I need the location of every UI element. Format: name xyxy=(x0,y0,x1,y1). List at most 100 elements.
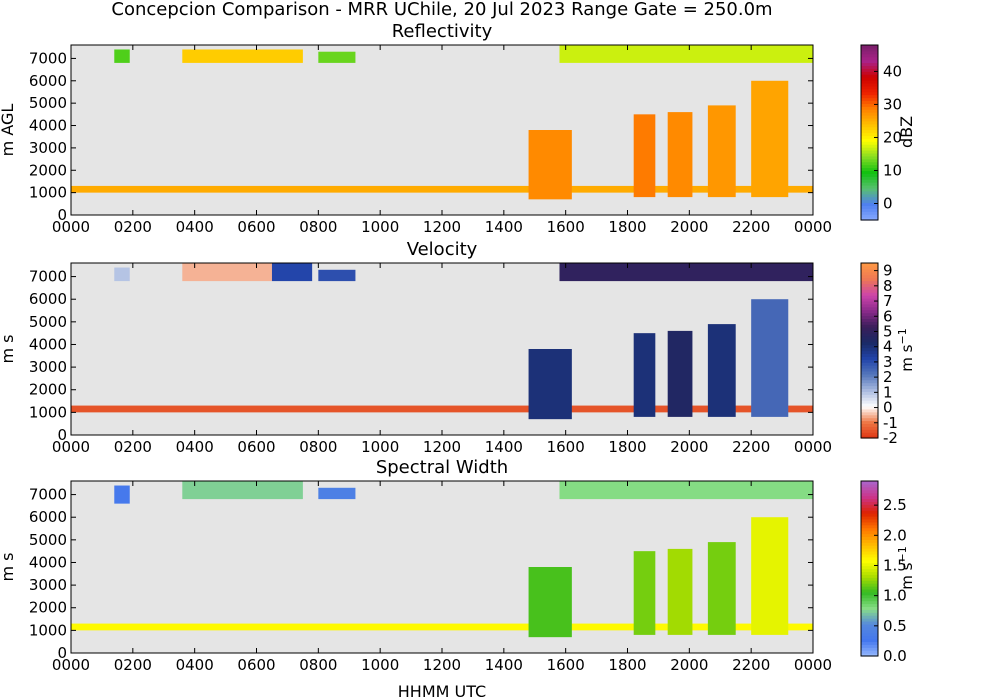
colorbar-tick-label: 0 xyxy=(883,194,893,212)
x-tick-label: 0000 xyxy=(52,656,90,674)
colorbar-tick-label: 20 xyxy=(883,128,902,146)
colorbar-segment xyxy=(861,489,878,494)
colorbar-segment xyxy=(861,62,878,67)
colorbar-segment xyxy=(861,335,878,340)
colorbar-tick-label: 1.5 xyxy=(883,556,907,574)
colorbar-tick-label: 3 xyxy=(883,353,893,371)
y-tick-label: 0 xyxy=(57,206,67,224)
colorbar-segment xyxy=(861,85,878,90)
colorbar-segment xyxy=(861,533,878,538)
colorbar-segment xyxy=(861,588,878,593)
colorbar-tick-label: 2.0 xyxy=(883,526,907,544)
colorbar-tick-label: 4 xyxy=(883,338,893,356)
colorbar-tick-label: 0 xyxy=(883,399,893,417)
colorbar-segment xyxy=(861,341,878,346)
x-tick-label: 0000 xyxy=(52,438,90,456)
echo-region xyxy=(528,567,572,638)
colorbar-segment xyxy=(861,373,878,378)
x-tick-label: 1600 xyxy=(547,656,585,674)
colorbar-segment xyxy=(861,277,878,282)
colorbar-segment xyxy=(861,435,878,439)
echo-region xyxy=(707,324,736,417)
y-tick-label: 1000 xyxy=(29,184,67,202)
colorbar-segment xyxy=(861,59,878,64)
x-tick-label: 0800 xyxy=(299,218,337,236)
x-tick-label: 2200 xyxy=(732,656,770,674)
echo-region xyxy=(114,49,130,63)
echo-region xyxy=(71,405,813,413)
echo-region xyxy=(528,349,572,420)
colorbar-segment xyxy=(861,129,878,134)
echo-region xyxy=(318,487,356,500)
colorbar-segment xyxy=(861,551,878,555)
colorbar-segment xyxy=(861,432,878,436)
colorbar-segment xyxy=(861,176,878,180)
colorbar-segment xyxy=(861,382,878,387)
colorbar-segment xyxy=(861,408,878,413)
x-tick-label: 0000 xyxy=(794,218,832,236)
y-tick-label: 5000 xyxy=(29,531,67,549)
colorbar-segment xyxy=(861,600,878,605)
colorbar-segment xyxy=(861,321,878,325)
colorbar-segment xyxy=(861,47,878,52)
colorbar-segment xyxy=(861,626,878,631)
colorbar-segment xyxy=(861,609,878,613)
colorbar-segment xyxy=(861,583,878,587)
colorbar-segment xyxy=(861,612,878,616)
colorbar-segment xyxy=(861,574,878,578)
colorbar-segment xyxy=(861,150,878,154)
colorbar-segment xyxy=(861,417,878,422)
x-tick-label: 1400 xyxy=(485,438,523,456)
colorbar-segment xyxy=(861,594,878,599)
x-tick-label: 1000 xyxy=(361,438,399,456)
colorbar-segment xyxy=(861,144,878,148)
echo-region xyxy=(318,269,356,282)
colorbar-segment xyxy=(861,53,878,58)
colorbar-segment xyxy=(861,492,878,497)
colorbar-segment xyxy=(861,56,878,61)
echo-region xyxy=(633,114,656,198)
x-tick-label: 2000 xyxy=(670,438,708,456)
colorbar-segment xyxy=(861,158,878,163)
colorbar-segment xyxy=(861,170,878,174)
colorbar-segment xyxy=(861,315,878,320)
x-tick-label: 0800 xyxy=(299,656,337,674)
colorbar-segment xyxy=(861,638,878,643)
colorbar-tick-label: 2.5 xyxy=(883,496,907,514)
x-tick-label: 0600 xyxy=(237,656,275,674)
colorbar-segment xyxy=(861,650,878,654)
colorbar-segment xyxy=(861,309,878,314)
x-tick-label: 1800 xyxy=(608,656,646,674)
colorbar-segment xyxy=(861,152,878,157)
x-tick-label: 1600 xyxy=(547,438,585,456)
echo-region xyxy=(751,299,789,417)
colorbar-segment xyxy=(861,618,878,622)
y-tick-label: 0 xyxy=(57,644,67,662)
colorbar-tick-label: 10 xyxy=(883,161,902,179)
colorbar-segment xyxy=(861,394,878,398)
colorbar-segment xyxy=(861,641,878,645)
x-tick-label: 2200 xyxy=(732,218,770,236)
y-tick-label: 6000 xyxy=(29,290,67,308)
x-tick-label: 1200 xyxy=(423,218,461,236)
echo-region xyxy=(318,51,356,63)
colorbar-segment xyxy=(861,268,878,273)
colorbar-segment xyxy=(861,74,878,78)
x-tick-label: 0200 xyxy=(114,438,152,456)
colorbar-segment xyxy=(861,106,878,110)
colorbar-segment xyxy=(861,498,878,503)
echo-region xyxy=(528,130,572,200)
colorbar-segment xyxy=(861,623,878,628)
colorbar-segment xyxy=(861,97,878,102)
colorbar-segment xyxy=(861,205,878,209)
y-tick-label: 2000 xyxy=(29,161,67,179)
colorbar-segment xyxy=(861,344,878,349)
colorbar-segment xyxy=(861,545,878,549)
colorbar-segment xyxy=(861,141,878,145)
colorbar-segment xyxy=(861,481,878,485)
colorbar-segment xyxy=(861,516,878,520)
x-tick-label: 2000 xyxy=(670,656,708,674)
colorbar-unit-label: m s−1 xyxy=(896,328,916,371)
colorbar-segment xyxy=(861,109,878,113)
colorbar-segment xyxy=(861,298,878,302)
